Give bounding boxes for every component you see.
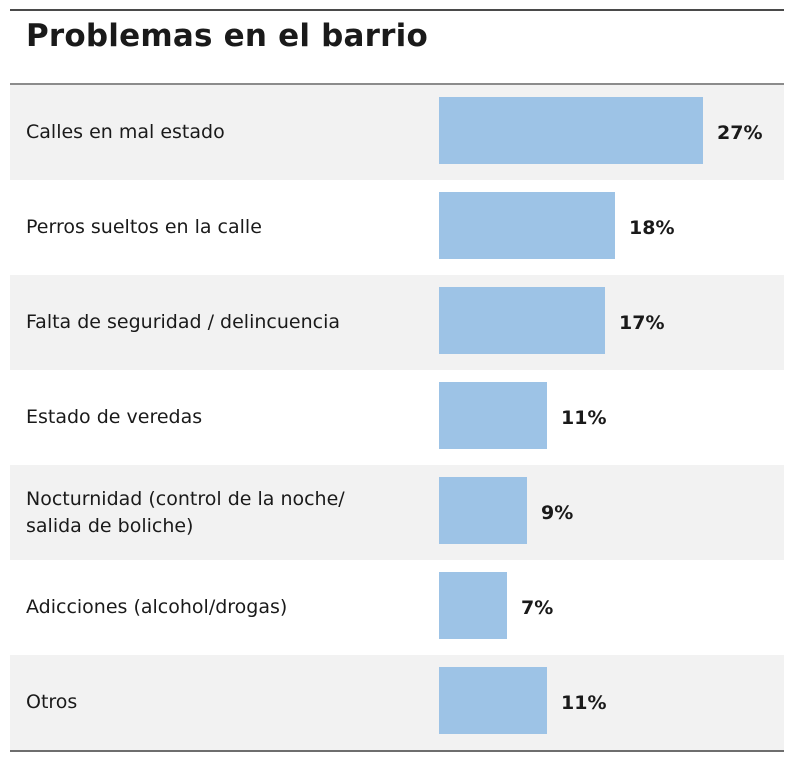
top-rule — [10, 9, 784, 11]
chart-row: Otros 11% — [10, 655, 784, 750]
chart-rows: Calles en mal estado 27% Perros sueltos en… — [10, 85, 784, 750]
category-label: Adicciones (alcohol/drogas) — [26, 596, 288, 618]
bar — [439, 287, 605, 354]
bar — [439, 382, 547, 449]
chart-title: Problemas en el barrio — [26, 18, 428, 54]
bar — [439, 192, 615, 259]
value-label: 17% — [619, 311, 665, 334]
title-rule — [10, 83, 784, 85]
category-label: Perros sueltos en la calle — [26, 216, 262, 238]
bar — [439, 667, 547, 734]
category-label: Otros — [26, 691, 78, 713]
value-label: 18% — [629, 216, 675, 239]
chart-row: Nocturnidad (control de la noche/ salida… — [10, 465, 784, 560]
bar — [439, 97, 703, 164]
chart-row: Falta de seguridad / delincuencia 17% — [10, 275, 784, 370]
chart-row: Estado de veredas 11% — [10, 370, 784, 465]
bar — [439, 572, 507, 639]
value-label: 7% — [521, 596, 554, 619]
value-label: 27% — [717, 121, 763, 144]
chart-row: Calles en mal estado 27% — [10, 85, 784, 180]
value-label: 11% — [561, 691, 607, 714]
category-label: Nocturnidad (control de la noche/ salida… — [26, 487, 345, 537]
value-label: 11% — [561, 406, 607, 429]
chart-row: Adicciones (alcohol/drogas) 7% — [10, 560, 784, 655]
category-label: Estado de veredas — [26, 406, 203, 428]
category-label: Calles en mal estado — [26, 121, 225, 143]
bar — [439, 477, 527, 544]
bottom-rule — [10, 750, 784, 752]
chart-row: Perros sueltos en la calle 18% — [10, 180, 784, 275]
category-label: Falta de seguridad / delincuencia — [26, 311, 340, 333]
value-label: 9% — [541, 501, 574, 524]
